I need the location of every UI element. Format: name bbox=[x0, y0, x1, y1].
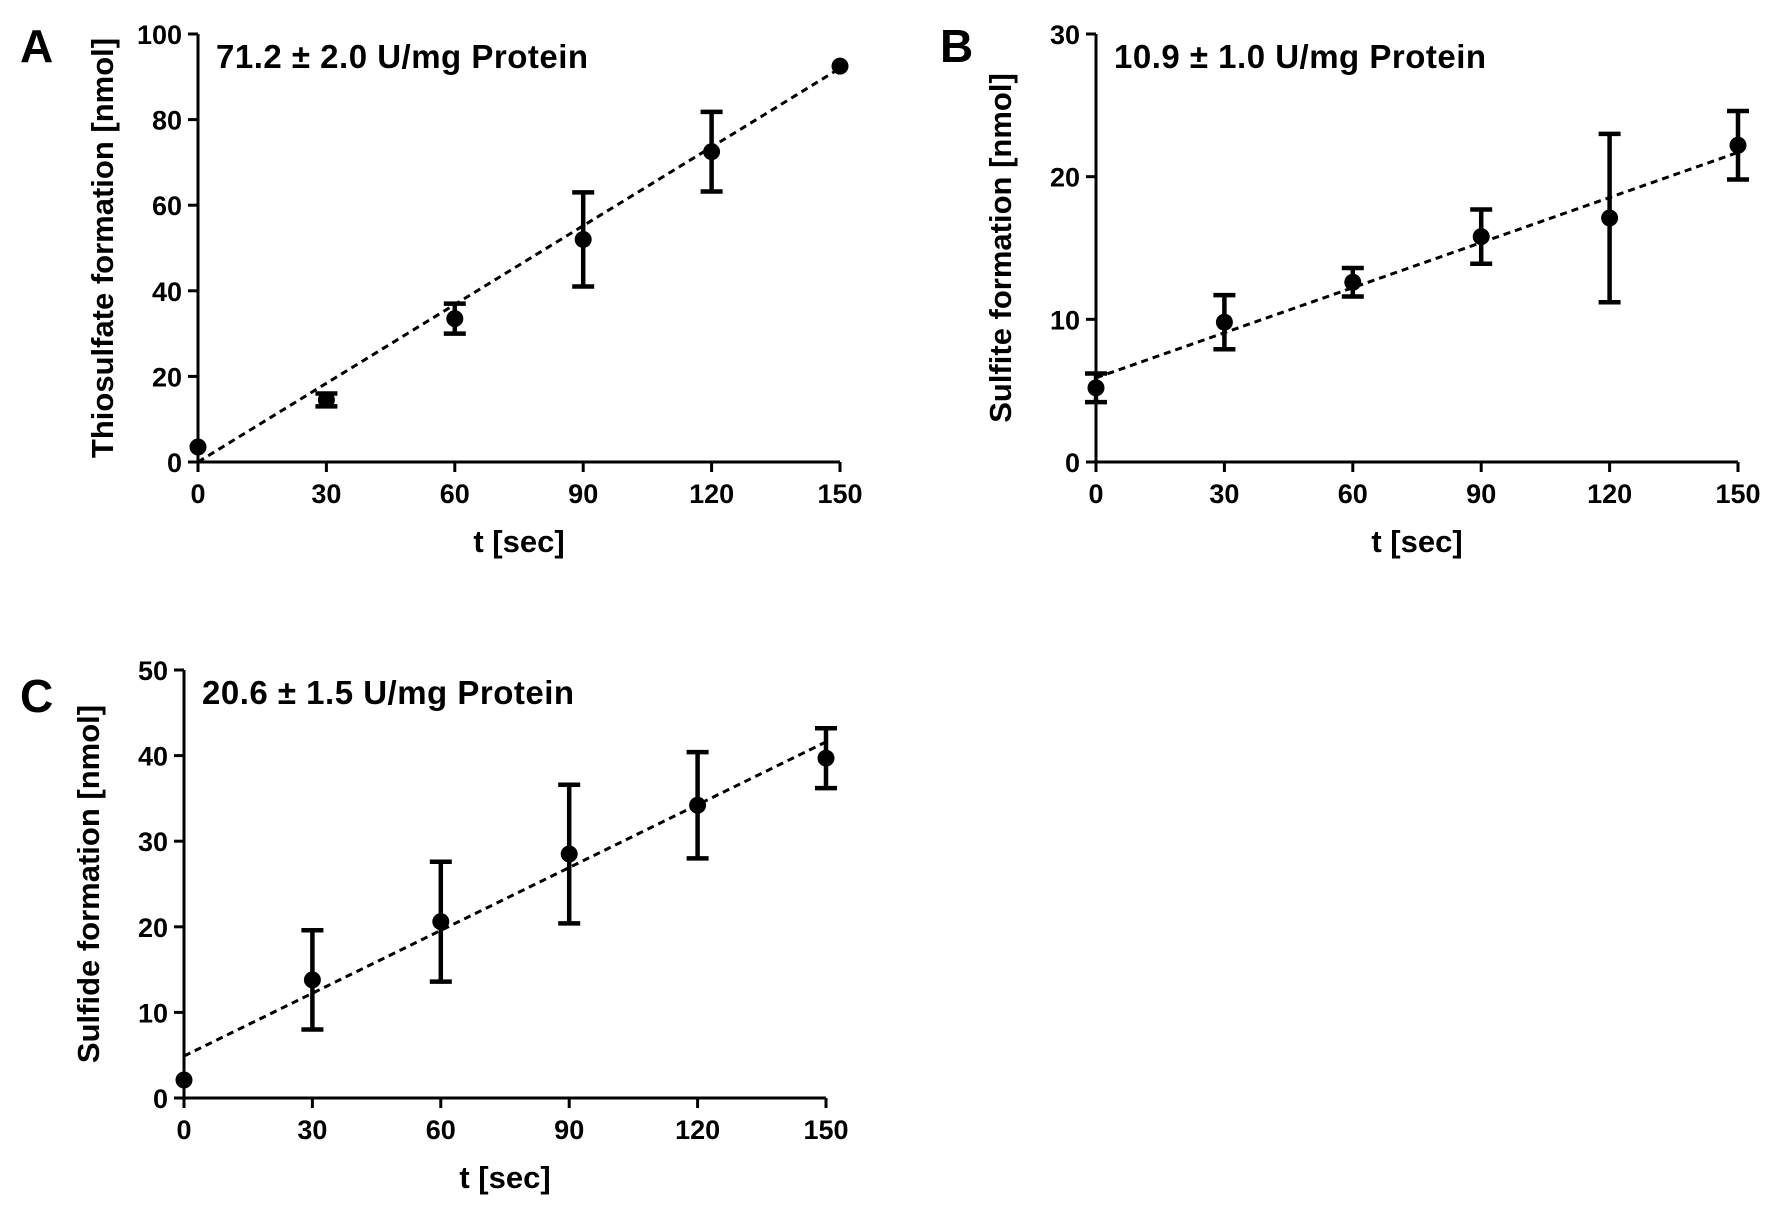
data-point bbox=[317, 391, 335, 409]
data-point bbox=[175, 1071, 193, 1089]
data-point bbox=[1729, 136, 1747, 154]
y-tick-label: 100 bbox=[137, 20, 182, 50]
x-tick-label: 90 bbox=[568, 479, 598, 509]
y-tick-label: 20 bbox=[152, 362, 182, 392]
y-tick-label: 0 bbox=[1065, 448, 1080, 478]
y-tick-label: 20 bbox=[1050, 163, 1080, 193]
y-tick-label: 60 bbox=[152, 191, 182, 221]
data-point bbox=[1215, 313, 1233, 331]
x-tick-label: 30 bbox=[311, 479, 341, 509]
x-tick-label: 150 bbox=[1715, 479, 1760, 509]
panel-c: C 20.6 ± 1.5 U/mg Protein 0 30 60 90 120 150 0 10… bbox=[20, 656, 849, 1195]
y-tick-label: 0 bbox=[153, 1084, 168, 1114]
data-point bbox=[703, 143, 721, 161]
panel-letter: A bbox=[20, 20, 53, 72]
panel-a: A 71.2 ± 2.0 U/mg Protein 0 30 60 90 120 150 0 20… bbox=[20, 20, 863, 559]
data-point bbox=[817, 749, 835, 767]
x-tick-label: 150 bbox=[803, 1115, 848, 1145]
y-axis-title: Sulfite formation [nmol] bbox=[983, 73, 1018, 423]
x-tick-label: 60 bbox=[1338, 479, 1368, 509]
x-tick-label: 30 bbox=[297, 1115, 327, 1145]
y-tick-label: 10 bbox=[138, 998, 168, 1028]
y-axis-title: Sulfide formation [nmol] bbox=[71, 705, 106, 1063]
panel-letter: B bbox=[940, 20, 973, 72]
fit-line bbox=[1095, 150, 1739, 380]
x-axis-title: t [sec] bbox=[473, 524, 564, 559]
y-tick-label: 40 bbox=[138, 742, 168, 772]
y-tick-label: 80 bbox=[152, 106, 182, 136]
rate-annotation: 10.9 ± 1.0 U/mg Protein bbox=[1114, 38, 1487, 75]
x-tick-label: 60 bbox=[440, 479, 470, 509]
data-point bbox=[432, 913, 450, 931]
data-point bbox=[689, 796, 707, 814]
x-axis-title: t [sec] bbox=[459, 1160, 550, 1195]
x-tick-label: 90 bbox=[1466, 479, 1496, 509]
x-tick-label: 30 bbox=[1209, 479, 1239, 509]
x-tick-label: 0 bbox=[1088, 479, 1103, 509]
data-point bbox=[560, 845, 578, 863]
data-point bbox=[831, 57, 849, 75]
x-tick-label: 150 bbox=[817, 479, 862, 509]
x-tick-label: 120 bbox=[689, 479, 734, 509]
y-tick-label: 10 bbox=[1050, 305, 1080, 335]
y-axis-title: Thiosulfate formation [nmol] bbox=[85, 38, 120, 458]
data-point bbox=[1344, 273, 1362, 291]
fit-line bbox=[197, 66, 841, 464]
x-tick-label: 120 bbox=[1587, 479, 1632, 509]
y-tick-label: 40 bbox=[152, 277, 182, 307]
data-point bbox=[189, 438, 207, 456]
y-tick-label: 50 bbox=[138, 656, 168, 686]
rate-annotation: 71.2 ± 2.0 U/mg Protein bbox=[216, 38, 589, 75]
x-axis-title: t [sec] bbox=[1371, 524, 1462, 559]
rate-annotation: 20.6 ± 1.5 U/mg Protein bbox=[202, 674, 575, 711]
y-tick-label: 20 bbox=[138, 913, 168, 943]
y-tick-label: 30 bbox=[1050, 20, 1080, 50]
y-tick-label: 30 bbox=[138, 827, 168, 857]
panel-letter: C bbox=[20, 670, 53, 722]
data-point bbox=[1087, 379, 1105, 397]
data-point bbox=[303, 971, 321, 989]
data-point bbox=[574, 230, 592, 248]
y-tick-label: 0 bbox=[167, 448, 182, 478]
fit-line bbox=[183, 740, 827, 1058]
panel-b: B 10.9 ± 1.0 U/mg Protein 0 30 60 90 120 150 0 10… bbox=[940, 20, 1761, 559]
data-point bbox=[1472, 228, 1490, 246]
x-tick-label: 120 bbox=[675, 1115, 720, 1145]
x-tick-label: 60 bbox=[426, 1115, 456, 1145]
x-tick-label: 0 bbox=[176, 1115, 191, 1145]
data-point bbox=[446, 310, 464, 328]
x-tick-label: 0 bbox=[190, 479, 205, 509]
x-tick-label: 90 bbox=[554, 1115, 584, 1145]
data-point bbox=[1601, 209, 1619, 227]
